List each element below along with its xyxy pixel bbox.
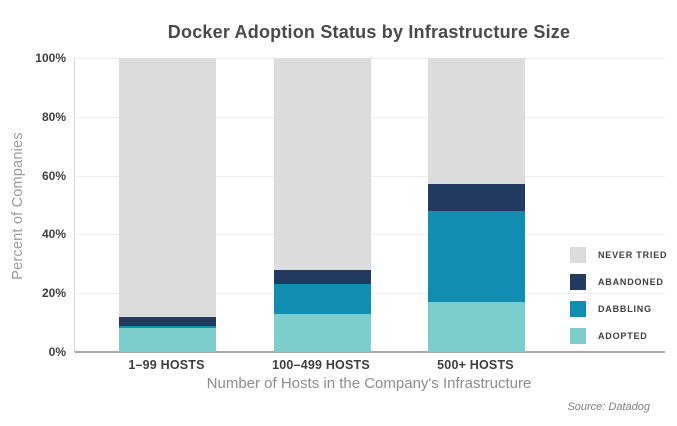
x-axis-label: Number of Hosts in the Company's Infrast… — [206, 375, 532, 392]
chart-title: Docker Adoption Status by Infrastructure… — [167, 22, 571, 42]
legend-swatch — [570, 301, 586, 317]
bar-segment-dabbling — [273, 284, 371, 314]
legend-label: NEVER TRIED — [598, 250, 668, 260]
bar-segment-dabbling — [428, 210, 525, 303]
legend-swatch — [570, 274, 586, 290]
plot-area — [74, 58, 665, 353]
bar-segment-never-tried — [273, 58, 371, 270]
source-attribution: Source: Datadog — [567, 401, 650, 413]
bar-segment-abandoned — [428, 184, 525, 211]
bar-segment-adopted — [119, 328, 216, 352]
x-tick-label: 1–99 HOSTS — [128, 358, 205, 372]
y-tick-label: 60% — [41, 168, 66, 183]
legend-item-dabbling: DABBLING — [570, 301, 667, 317]
legend-swatch — [570, 247, 586, 263]
bar-1-99-hosts — [119, 58, 216, 352]
legend-label: ADOPTED — [598, 331, 648, 341]
bar-segment-abandoned — [119, 316, 216, 326]
legend-label: ABANDONED — [598, 277, 664, 287]
legend-swatch — [570, 328, 586, 344]
y-tick-label: 100% — [35, 51, 66, 65]
x-tick-label: 500+ HOSTS — [437, 358, 514, 372]
bar-segment-never-tried — [428, 58, 525, 185]
bar-segment-abandoned — [273, 269, 371, 285]
legend-item-adopted: ADOPTED — [570, 328, 667, 344]
bar-500-hosts — [428, 58, 525, 352]
y-tick-label: 20% — [41, 286, 66, 301]
legend: NEVER TRIED ABANDONED DABBLING ADOPTED — [570, 247, 667, 355]
x-axis-line — [75, 351, 665, 353]
legend-label: DABBLING — [598, 304, 652, 314]
bar-segment-never-tried — [119, 58, 216, 317]
y-tick-label: 40% — [41, 227, 66, 242]
y-tick-label: 0% — [48, 345, 66, 359]
bar-segment-adopted — [273, 313, 371, 352]
bar-100-499-hosts — [273, 58, 371, 352]
legend-item-abandoned: ABANDONED — [570, 274, 667, 290]
y-axis-label: Percent of Companies — [10, 132, 26, 280]
bar-segment-adopted — [428, 302, 525, 352]
y-tick-label: 80% — [41, 109, 66, 124]
legend-item-never-tried: NEVER TRIED — [570, 247, 667, 263]
bar-segment-dabbling — [119, 325, 216, 329]
x-tick-label: 100–499 HOSTS — [272, 358, 370, 372]
